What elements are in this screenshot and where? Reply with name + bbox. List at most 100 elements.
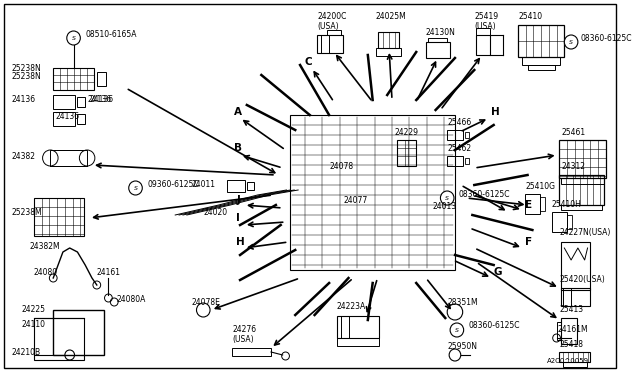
Text: 24025M: 24025M (376, 12, 406, 21)
Text: (USA): (USA) (474, 22, 496, 31)
Text: 24200C: 24200C (317, 12, 347, 21)
Text: 24110: 24110 (21, 320, 45, 329)
Bar (522, 57, 561, 65)
Text: 24136: 24136 (89, 95, 113, 104)
Bar (34, 318, 84, 360)
Circle shape (564, 35, 578, 49)
Text: S: S (134, 186, 138, 190)
Bar (557, 322, 561, 340)
Text: 08360-6125C: 08360-6125C (468, 321, 520, 330)
Text: 24020: 24020 (204, 208, 227, 217)
Text: 25238N: 25238N (12, 64, 42, 73)
Text: 24077: 24077 (344, 196, 368, 205)
Circle shape (67, 31, 81, 45)
Bar (465, 132, 470, 138)
Bar (426, 42, 450, 58)
Bar (337, 338, 380, 346)
Text: 24136: 24136 (12, 95, 36, 104)
Text: 24161M: 24161M (557, 325, 588, 334)
Text: 24078E: 24078E (191, 298, 221, 307)
Bar (559, 175, 604, 205)
Bar (77, 97, 85, 107)
Text: 25462: 25462 (447, 144, 471, 153)
Circle shape (129, 181, 142, 195)
Bar (476, 28, 490, 35)
Bar (51, 150, 87, 166)
Text: (USA): (USA) (317, 22, 339, 31)
Text: 25413: 25413 (559, 305, 584, 314)
Bar (34, 198, 84, 236)
Bar (527, 65, 555, 70)
Text: C: C (305, 57, 312, 67)
Bar (518, 25, 564, 57)
Bar (291, 115, 455, 270)
Text: 24080A: 24080A (116, 295, 145, 304)
Circle shape (450, 323, 463, 337)
Circle shape (440, 191, 454, 205)
Text: 24229: 24229 (395, 128, 419, 137)
Text: F: F (525, 237, 532, 247)
Bar (53, 310, 104, 355)
Bar (247, 182, 253, 190)
Bar (561, 318, 577, 344)
Bar (559, 140, 606, 178)
Text: 25420(USA): 25420(USA) (559, 275, 605, 284)
Text: 24382M: 24382M (29, 242, 60, 251)
Bar (447, 130, 463, 140)
Bar (327, 30, 340, 35)
Bar (540, 197, 545, 211)
Bar (321, 35, 329, 53)
Text: 24210B: 24210B (12, 348, 41, 357)
Bar (567, 215, 572, 229)
Text: S: S (445, 196, 449, 201)
Bar (232, 348, 271, 356)
Bar (525, 194, 540, 214)
Bar (337, 316, 380, 338)
Text: 24130N: 24130N (426, 28, 456, 37)
Text: S: S (72, 35, 76, 41)
Text: 08360-6125C: 08360-6125C (459, 189, 510, 199)
Text: 24227N(USA): 24227N(USA) (559, 228, 611, 237)
Text: 25238M: 25238M (12, 208, 42, 217)
Bar (465, 158, 470, 164)
Text: I: I (236, 213, 240, 223)
Text: 28351M: 28351M (447, 298, 478, 307)
Text: 09360-6125C: 09360-6125C (147, 180, 199, 189)
Text: 25410H: 25410H (552, 200, 582, 209)
Bar (51, 150, 87, 166)
Bar (428, 38, 447, 42)
Bar (53, 68, 94, 90)
Bar (447, 156, 463, 166)
Text: 25950N: 25950N (447, 342, 477, 351)
Text: J: J (236, 195, 240, 205)
Bar (317, 35, 342, 53)
Text: 24276: 24276 (232, 325, 257, 334)
Text: 25461: 25461 (561, 128, 586, 137)
Bar (563, 288, 571, 306)
Text: 24078: 24078 (329, 162, 353, 171)
Circle shape (43, 150, 58, 166)
Text: 24013: 24013 (433, 202, 457, 211)
Text: A: A (234, 107, 243, 117)
Text: 25418: 25418 (559, 340, 584, 349)
Text: 24080: 24080 (34, 268, 58, 277)
Text: A2C0^0059: A2C0^0059 (547, 358, 589, 364)
Text: 25466: 25466 (447, 118, 472, 127)
Text: S: S (569, 39, 573, 45)
Text: H: H (491, 107, 499, 117)
Bar (559, 352, 591, 362)
Text: 25238N: 25238N (12, 71, 42, 80)
Text: B: B (234, 143, 243, 153)
Bar (53, 112, 74, 126)
Text: G: G (493, 267, 502, 277)
Bar (340, 316, 349, 338)
Bar (563, 362, 587, 367)
Circle shape (79, 150, 95, 166)
Bar (97, 72, 106, 86)
Bar (376, 48, 401, 56)
Bar (561, 242, 591, 290)
Bar (561, 288, 591, 306)
Bar (227, 180, 245, 192)
Bar (552, 212, 567, 232)
Text: 24161: 24161 (97, 268, 121, 277)
